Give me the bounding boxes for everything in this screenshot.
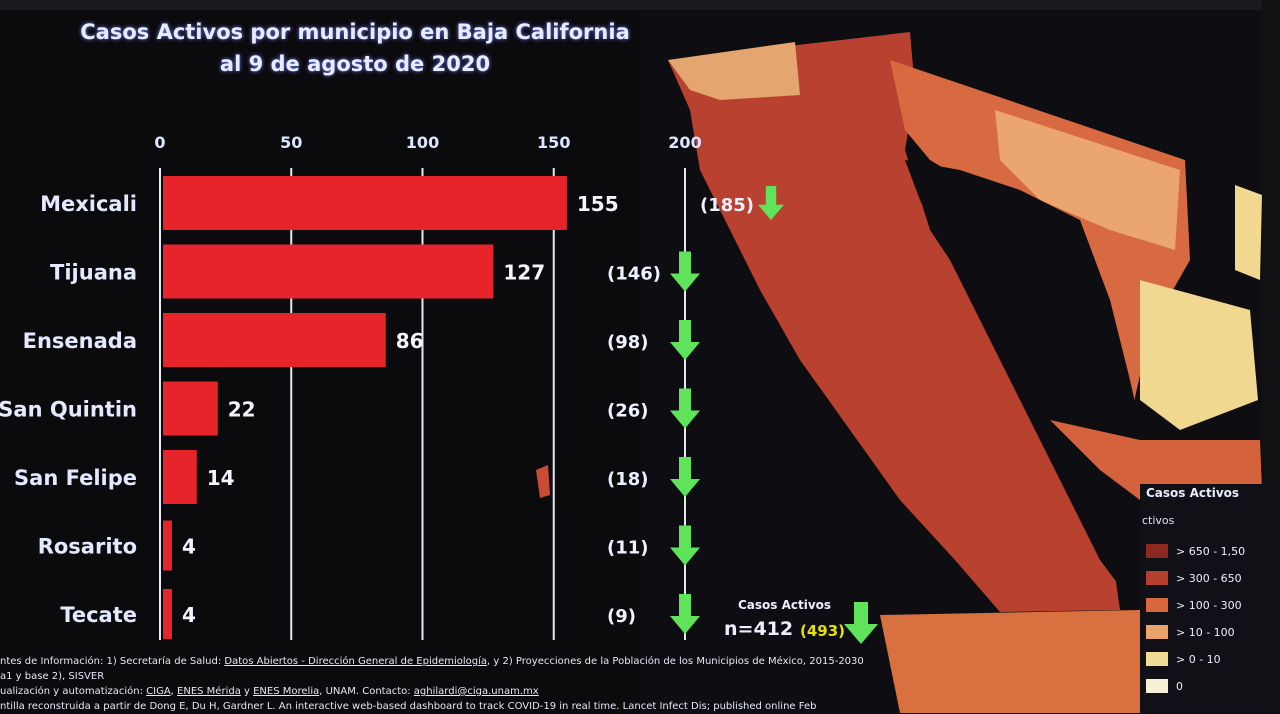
total-value: n=412 <box>724 618 794 640</box>
legend-swatch <box>1146 544 1168 558</box>
down-arrow-icon <box>758 186 784 220</box>
value-label: 86 <box>396 329 424 353</box>
footer-link-contact-email[interactable]: aghilardi@ciga.unam.mx <box>413 686 539 697</box>
legend-label: > 0 - 10 <box>1176 652 1221 666</box>
category-label: Tecate <box>60 603 137 627</box>
bar <box>163 589 172 639</box>
value-label: 22 <box>228 398 256 422</box>
down-arrow-icon <box>670 594 700 634</box>
chart-subtitle: al 9 de agosto de 2020 <box>219 52 491 76</box>
legend-title: Casos Activos <box>1146 486 1240 500</box>
legend-subtitle: ctivos <box>1142 514 1175 527</box>
legend-item: 0 <box>1146 677 1183 695</box>
map-gulf <box>905 160 1150 600</box>
down-arrow-icon <box>670 388 700 429</box>
footer-line-1: ntes de Información: 1) Secretaría de Sa… <box>0 656 864 667</box>
chart-title-block: Casos Activos por municipio en Baja Cali… <box>60 16 650 80</box>
map-region-northwest <box>668 42 800 100</box>
map-region-east-top <box>1235 185 1262 280</box>
legend-item: > 10 - 100 <box>1146 623 1235 641</box>
footer-link-enes-morelia[interactable]: ENES Morelia <box>253 686 320 697</box>
total-down-arrow-icon <box>844 602 878 644</box>
footer-line-3: ualización y automatización: CIGA, ENES … <box>0 686 539 697</box>
total-title: Casos Activos <box>738 598 832 612</box>
legend-swatch <box>1146 625 1168 639</box>
footer-link-ciga[interactable]: CIGA <box>146 686 171 697</box>
bar <box>163 450 197 504</box>
legend-item: > 100 - 300 <box>1146 596 1242 614</box>
legend-item: > 300 - 650 <box>1146 569 1242 587</box>
value-label: 14 <box>207 466 235 490</box>
category-label: San Felipe <box>14 466 137 490</box>
x-tick-label: 100 <box>406 133 439 152</box>
previous-value-label: (98) <box>607 332 649 353</box>
footer-line-4: ntilla reconstruida a partir de Dong E, … <box>0 701 817 712</box>
down-arrow-icon <box>670 457 700 497</box>
previous-value-label: (18) <box>607 469 649 490</box>
map-legend: Casos Activos ctivos > 650 - 1,50 > 300 -… <box>1140 484 1270 713</box>
bar <box>163 313 386 367</box>
footer-link-datos-abiertos[interactable]: Datos Abiertos - Dirección General de Ep… <box>224 656 488 667</box>
legend-label: > 100 - 300 <box>1176 598 1242 612</box>
chart-title: Casos Activos por municipio en Baja Cali… <box>80 20 630 44</box>
legend-swatch <box>1146 652 1168 666</box>
map-region-sonora-light <box>995 110 1180 250</box>
down-arrow-icon <box>670 525 700 566</box>
sources-footer: ntes de Información: 1) Secretaría de Sa… <box>0 654 1000 714</box>
map-region-east-light <box>1140 280 1258 430</box>
value-label: 155 <box>577 192 619 216</box>
bar <box>163 520 172 571</box>
legend-label: > 10 - 100 <box>1176 625 1235 639</box>
bar <box>163 176 567 230</box>
bar <box>163 244 494 299</box>
footer-line-2: a1 y base 2), SISVER <box>0 671 105 682</box>
value-label: 4 <box>182 535 196 559</box>
legend-label: 0 <box>1176 679 1183 693</box>
legend-swatch <box>1146 598 1168 612</box>
total-previous: (493) <box>800 622 846 640</box>
x-tick-label: 200 <box>668 133 701 152</box>
value-label: 127 <box>503 261 545 285</box>
footer-link-enes-merida[interactable]: ENES Mérida <box>177 686 241 697</box>
previous-value-label: (9) <box>607 606 636 627</box>
bar <box>163 381 218 436</box>
previous-value-label: (146) <box>607 264 661 285</box>
category-label: Ensenada <box>23 329 137 353</box>
legend-swatch <box>1146 571 1168 585</box>
category-label: Mexicali <box>40 192 137 216</box>
map-region-south <box>1050 420 1262 500</box>
legend-swatch <box>1146 679 1168 693</box>
x-tick-label: 150 <box>537 133 570 152</box>
previous-value-label: (26) <box>607 401 649 422</box>
value-label: 4 <box>182 603 196 627</box>
map-region-bottom <box>880 610 1140 713</box>
category-label: San Quintin <box>0 398 137 422</box>
legend-item: > 0 - 10 <box>1146 650 1221 668</box>
category-label: Tijuana <box>50 261 137 285</box>
x-tick-label: 50 <box>280 133 302 152</box>
legend-label: > 650 - 1,50 <box>1176 544 1246 558</box>
down-arrow-icon <box>670 251 700 292</box>
map-region-baja <box>668 32 1120 612</box>
map-island <box>536 465 550 498</box>
category-label: Rosarito <box>38 535 137 559</box>
screen-top-bar <box>0 0 1280 10</box>
x-tick-label: 0 <box>154 133 165 152</box>
previous-value-label: (185) <box>700 195 754 216</box>
previous-value-label: (11) <box>607 538 649 559</box>
legend-item: > 650 - 1,50 <box>1146 542 1245 560</box>
down-arrow-icon <box>670 320 700 360</box>
legend-label: > 300 - 650 <box>1176 571 1242 585</box>
